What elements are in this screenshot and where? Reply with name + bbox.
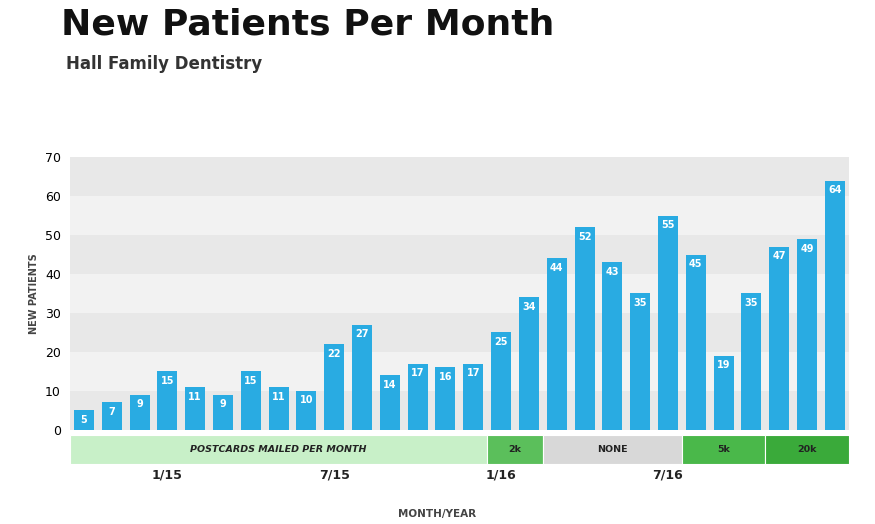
Bar	[766, 435, 849, 464]
Text: 49: 49	[801, 244, 814, 254]
Bar	[602, 263, 622, 430]
Bar	[797, 239, 817, 430]
Bar	[658, 215, 678, 430]
Text: 19: 19	[717, 361, 731, 370]
Text: 34: 34	[522, 302, 536, 312]
Bar	[130, 395, 150, 430]
Text: 25: 25	[494, 337, 507, 347]
Bar	[380, 375, 400, 430]
Text: 10: 10	[299, 396, 313, 406]
Bar	[70, 157, 849, 196]
Text: 2k: 2k	[508, 445, 522, 454]
Bar	[487, 435, 542, 464]
Bar	[70, 274, 849, 313]
Bar	[825, 181, 845, 430]
Bar	[769, 247, 789, 430]
Text: 7/15: 7/15	[318, 469, 350, 482]
Bar	[70, 352, 849, 391]
Text: 16: 16	[438, 372, 452, 382]
Text: 9: 9	[136, 399, 143, 409]
Bar	[542, 435, 682, 464]
Text: 11: 11	[272, 391, 285, 401]
Text: 35: 35	[634, 298, 647, 308]
Bar	[741, 293, 761, 430]
Text: 7/16: 7/16	[653, 469, 683, 482]
Text: 15: 15	[244, 376, 257, 386]
Bar	[519, 297, 539, 430]
Text: 55: 55	[662, 220, 675, 230]
Bar	[325, 344, 344, 430]
Text: 43: 43	[606, 267, 620, 277]
Text: 44: 44	[550, 263, 564, 273]
Bar	[575, 227, 594, 430]
Text: 45: 45	[689, 259, 703, 269]
Text: 47: 47	[773, 252, 786, 261]
Bar	[74, 410, 94, 430]
Bar	[714, 356, 733, 430]
Text: MONTH/YEAR: MONTH/YEAR	[398, 509, 477, 519]
Text: 1/15: 1/15	[152, 469, 183, 482]
Text: POSTCARDS MAILED PER MONTH: POSTCARDS MAILED PER MONTH	[191, 445, 367, 454]
Bar	[491, 332, 511, 430]
Bar	[70, 313, 849, 352]
Bar	[70, 391, 849, 430]
Text: Hall Family Dentistry: Hall Family Dentistry	[66, 55, 262, 73]
Text: 14: 14	[383, 380, 396, 390]
Bar	[269, 387, 289, 430]
Bar	[213, 395, 233, 430]
Bar	[547, 258, 567, 430]
Bar	[436, 367, 456, 430]
Text: 17: 17	[466, 368, 480, 378]
Bar	[186, 387, 205, 430]
Text: 35: 35	[745, 298, 758, 308]
Text: 17: 17	[411, 368, 424, 378]
Bar	[241, 372, 261, 430]
Bar	[408, 364, 428, 430]
Bar	[102, 402, 122, 430]
Bar	[686, 255, 706, 430]
Bar	[463, 364, 483, 430]
Text: 52: 52	[578, 232, 592, 242]
Text: 11: 11	[188, 391, 202, 401]
Text: 9: 9	[220, 399, 227, 409]
Text: NONE: NONE	[597, 445, 627, 454]
Text: 15: 15	[161, 376, 174, 386]
Text: 27: 27	[355, 329, 368, 339]
Bar	[352, 324, 372, 430]
Bar	[297, 391, 317, 430]
Bar	[682, 435, 766, 464]
Text: 1/16: 1/16	[486, 469, 516, 482]
Bar	[70, 235, 849, 274]
Bar	[70, 196, 849, 235]
Text: 5k: 5k	[718, 445, 730, 454]
Text: 22: 22	[327, 348, 341, 359]
Text: 20k: 20k	[797, 445, 816, 454]
Bar	[70, 435, 487, 464]
Text: 5: 5	[80, 415, 88, 425]
Text: 7: 7	[108, 407, 116, 417]
Y-axis label: NEW PATIENTS: NEW PATIENTS	[30, 253, 39, 334]
Text: New Patients Per Month: New Patients Per Month	[61, 8, 555, 42]
Text: 64: 64	[828, 185, 842, 195]
Bar	[158, 372, 178, 430]
Bar	[630, 293, 650, 430]
